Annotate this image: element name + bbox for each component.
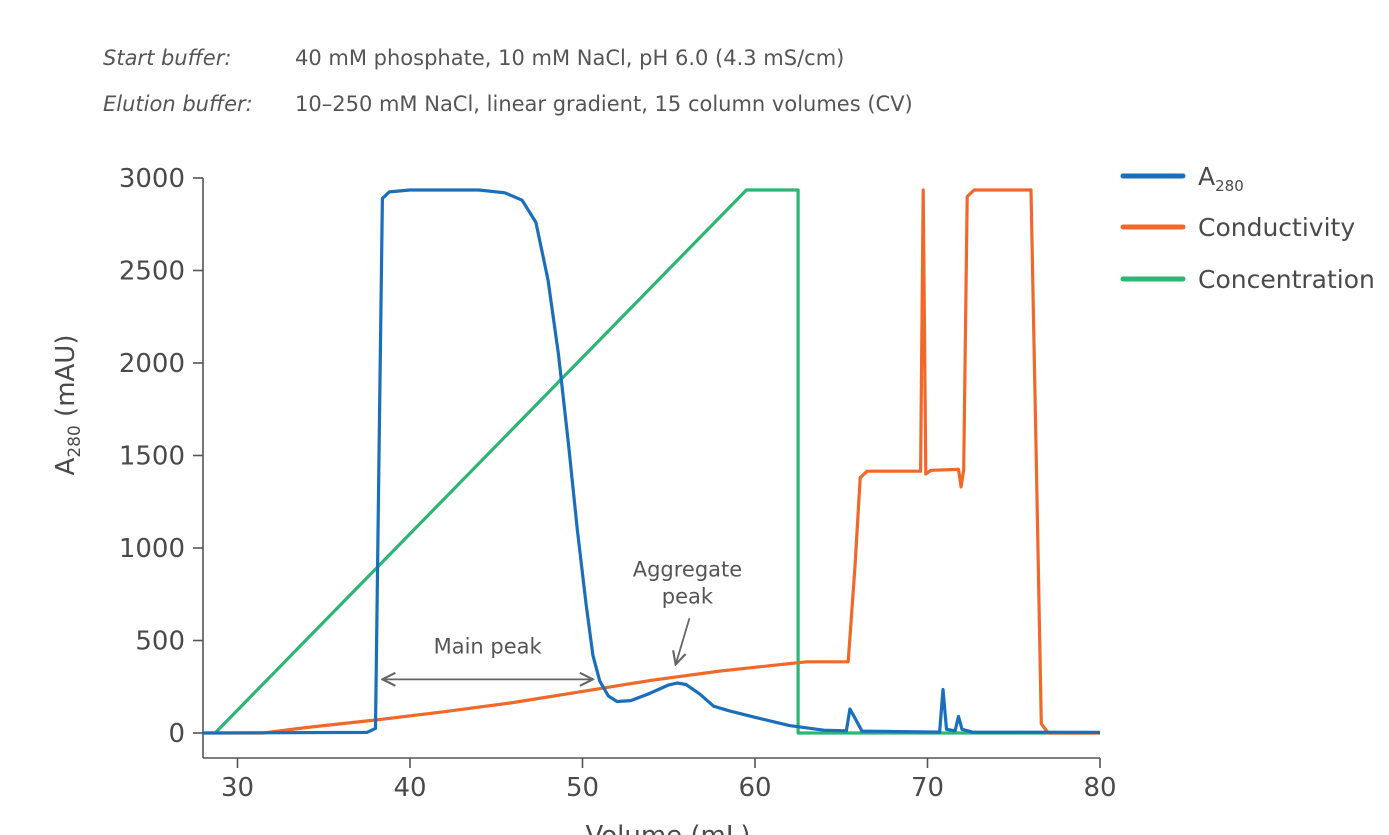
x-tick-label: 40 bbox=[393, 773, 426, 803]
legend-label-a280: A280 bbox=[1198, 162, 1244, 195]
x-tick-label: 30 bbox=[221, 773, 254, 803]
y-tick-label: 2000 bbox=[119, 349, 185, 379]
axes: 0 500 1000 1500 2000 2500 3000 30 40 50 60 70 80 bbox=[119, 164, 1117, 803]
elution-buffer-label: Elution buffer: bbox=[103, 92, 253, 116]
y-tick-label: 500 bbox=[135, 627, 185, 657]
y-tick-label: 3000 bbox=[119, 164, 185, 194]
y-axis-title: A280 (mAU) bbox=[51, 335, 85, 476]
y-axis-title-main: A bbox=[51, 457, 81, 475]
x-tick-label: 60 bbox=[738, 773, 771, 803]
legend-label-concentration: Concentration bbox=[1198, 265, 1375, 294]
start-buffer-value: 40 mM phosphate, 10 mM NaCl, pH 6.0 (4.3… bbox=[295, 46, 844, 70]
x-tick-label: 80 bbox=[1083, 773, 1116, 803]
series-lines bbox=[202, 188, 1101, 735]
series-line-conductivity bbox=[203, 188, 1100, 735]
x-axis-ticks: 30 40 50 60 70 80 bbox=[221, 758, 1117, 803]
x-tick-label: 50 bbox=[566, 773, 599, 803]
aggregate-peak-label-line2: peak bbox=[662, 584, 714, 608]
aggregate-peak-label-line1: Aggregate bbox=[633, 557, 742, 581]
buffer-header: Start buffer: 40 mM phosphate, 10 mM NaC… bbox=[103, 46, 913, 116]
x-tick-label: 70 bbox=[911, 773, 944, 803]
main-peak-label: Main peak bbox=[434, 634, 543, 658]
annotations: Main peak Aggregate peak bbox=[382, 557, 742, 679]
y-axis-ticks: 0 500 1000 1500 2000 2500 3000 bbox=[119, 164, 203, 749]
legend-label-a280-main: A bbox=[1198, 162, 1215, 191]
y-tick-label: 0 bbox=[168, 719, 185, 749]
elution-buffer-value: 10–250 mM NaCl, linear gradient, 15 colu… bbox=[295, 92, 913, 116]
y-tick-label: 1500 bbox=[119, 442, 185, 472]
legend-label-conductivity: Conductivity bbox=[1198, 213, 1355, 242]
y-tick-label: 2500 bbox=[119, 257, 185, 287]
aggregate-peak-arrow bbox=[676, 618, 691, 664]
legend: A280 Conductivity Concentration bbox=[1120, 162, 1375, 294]
series-line-a280 bbox=[202, 188, 1101, 735]
y-axis-title-sub: 280 bbox=[65, 425, 85, 457]
y-tick-label: 1000 bbox=[119, 534, 185, 564]
start-buffer-label: Start buffer: bbox=[103, 46, 231, 70]
legend-label-a280-sub: 280 bbox=[1215, 177, 1244, 195]
x-axis-title: Volume (mL) bbox=[585, 821, 750, 835]
y-axis-title-unit: (mAU) bbox=[51, 335, 81, 426]
